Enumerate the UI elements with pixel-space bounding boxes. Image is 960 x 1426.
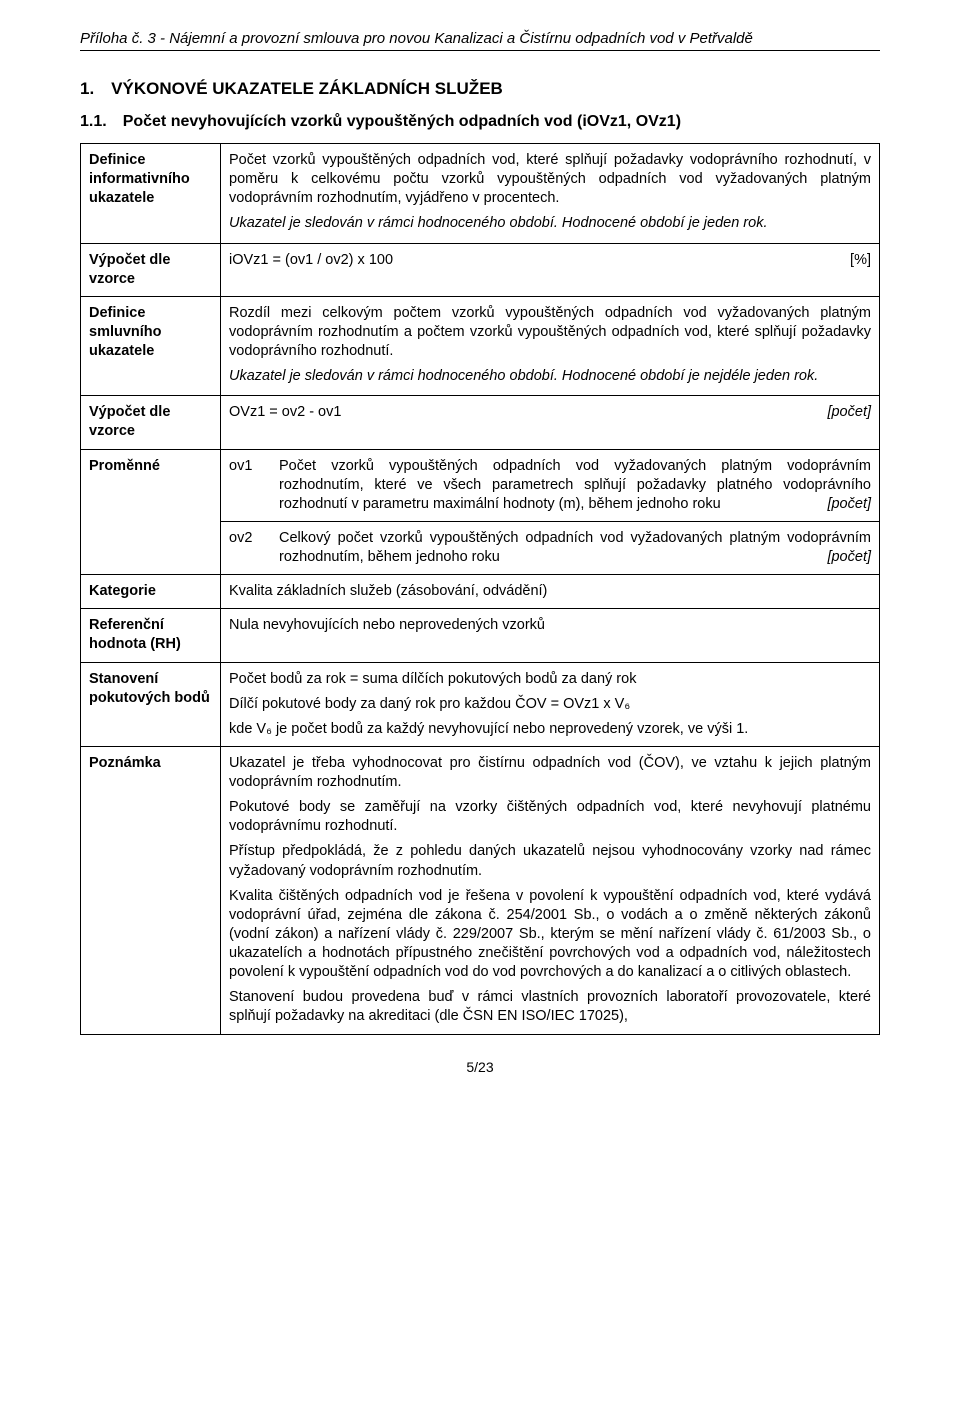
row-reference: Referenční hodnota (RH) Nula nevyhovujíc…: [81, 609, 880, 662]
var-ov2-desc: Celkový počet vzorků vypouštěných odpadn…: [279, 530, 871, 565]
row-variables-ov1: Proměnné ov1 Počet vzorků vypouštěných o…: [81, 449, 880, 521]
label-def-contractual: Definice smluvního ukazatele: [81, 296, 221, 396]
var-ov1-unit: [počet]: [827, 495, 871, 514]
content-def-contractual: Rozdíl mezi celkovým počtem vzorků vypou…: [221, 296, 880, 396]
formula-text: iOVz1 = (ov1 / ov2) x 100: [229, 251, 840, 270]
content-reference: Nula nevyhovujících nebo neprovedených v…: [221, 609, 880, 662]
content-def-informative: Počet vzorků vypouštěných odpadních vod,…: [221, 144, 880, 244]
label-category: Kategorie: [81, 575, 221, 609]
label-def-informative: Definice informativního ukazatele: [81, 144, 221, 244]
definition-table: Definice informativního ukazatele Počet …: [80, 143, 880, 1035]
note-p3: Přístup předpokládá, že z pohledu daných…: [229, 842, 871, 880]
formula-unit: [%]: [840, 251, 871, 270]
label-penalty: Stanovení pokutových bodů: [81, 662, 221, 746]
row-penalty: Stanovení pokutových bodů Počet bodů za …: [81, 662, 880, 746]
var-ov2-text: Celkový počet vzorků vypouštěných odpadn…: [279, 529, 871, 567]
row-formula-2: Výpočet dle vzorce OVz1 = ov2 - ov1 [poč…: [81, 396, 880, 449]
row-def-informative: Definice informativního ukazatele Počet …: [81, 144, 880, 244]
label-note: Poznámka: [81, 746, 221, 1034]
note-p2: Pokutové body se zaměřují na vzorky čišt…: [229, 798, 871, 836]
var-ov1-text: Počet vzorků vypouštěných odpadních vod …: [279, 457, 871, 514]
paragraph: Rozdíl mezi celkovým počtem vzorků vypou…: [229, 304, 871, 361]
penalty-line-3: kde V₆ je počet bodů za každý nevyhovují…: [229, 720, 871, 739]
content-note: Ukazatel je třeba vyhodnocovat pro čistí…: [221, 746, 880, 1034]
content-variable-ov1: ov1 Počet vzorků vypouštěných odpadních …: [221, 449, 880, 521]
note-p1: Ukazatel je třeba vyhodnocovat pro čistí…: [229, 754, 871, 792]
heading-1: 1. VÝKONOVÉ UKAZATELE ZÁKLADNÍCH SLUŽEB: [80, 79, 880, 99]
label-reference: Referenční hodnota (RH): [81, 609, 221, 662]
content-formula-1: iOVz1 = (ov1 / ov2) x 100 [%]: [221, 243, 880, 296]
paragraph-italic: Ukazatel je sledován v rámci hodnoceného…: [229, 214, 871, 233]
note-p5: Stanovení budou provedena buď v rámci vl…: [229, 988, 871, 1026]
var-ov2-label: ov2: [229, 529, 269, 567]
penalty-line-2: Dílčí pokutové body za daný rok pro každ…: [229, 695, 871, 714]
label-formula-2: Výpočet dle vzorce: [81, 396, 221, 449]
paragraph-italic: Ukazatel je sledován v rámci hodnoceného…: [229, 367, 871, 386]
row-category: Kategorie Kvalita základních služeb (zás…: [81, 575, 880, 609]
formula-text: OVz1 = ov2 - ov1: [229, 403, 817, 422]
penalty-line-1: Počet bodů za rok = suma dílčích pokutov…: [229, 670, 871, 689]
content-variable-ov2: ov2 Celkový počet vzorků vypouštěných od…: [221, 521, 880, 574]
formula-unit: [počet]: [817, 403, 871, 422]
label-variables: Proměnné: [81, 449, 221, 575]
label-formula-1: Výpočet dle vzorce: [81, 243, 221, 296]
page-footer: 5/23: [80, 1059, 880, 1075]
page-header: Příloha č. 3 - Nájemní a provozní smlouv…: [80, 30, 880, 51]
heading-2: 1.1. Počet nevyhovujících vzorků vypoušt…: [80, 113, 880, 131]
row-note: Poznámka Ukazatel je třeba vyhodnocovat …: [81, 746, 880, 1034]
paragraph: Počet vzorků vypouštěných odpadních vod,…: [229, 151, 871, 208]
row-def-contractual: Definice smluvního ukazatele Rozdíl mezi…: [81, 296, 880, 396]
var-ov1-desc: Počet vzorků vypouštěných odpadních vod …: [279, 458, 871, 512]
var-ov1-label: ov1: [229, 457, 269, 514]
var-ov2-unit: [počet]: [827, 548, 871, 567]
note-p4: Kvalita čištěných odpadních vod je řešen…: [229, 887, 871, 983]
content-penalty: Počet bodů za rok = suma dílčích pokutov…: [221, 662, 880, 746]
content-category: Kvalita základních služeb (zásobování, o…: [221, 575, 880, 609]
row-formula-1: Výpočet dle vzorce iOVz1 = (ov1 / ov2) x…: [81, 243, 880, 296]
content-formula-2: OVz1 = ov2 - ov1 [počet]: [221, 396, 880, 449]
page: Příloha č. 3 - Nájemní a provozní smlouv…: [0, 0, 960, 1426]
